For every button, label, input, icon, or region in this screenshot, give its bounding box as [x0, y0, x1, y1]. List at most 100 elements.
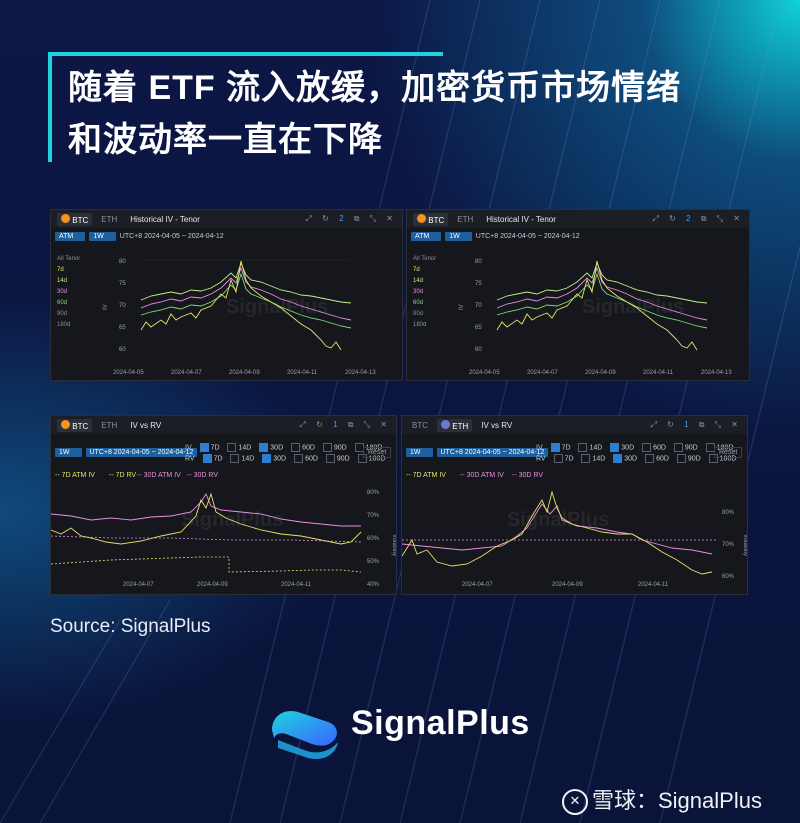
panel-controls: ATM 1W UTC+8 2024-04-05 ~ 2024-04-12: [51, 228, 402, 244]
checkbox-iv-30d[interactable]: [259, 443, 269, 452]
window-select[interactable]: 1W: [55, 447, 82, 457]
tenor-14d[interactable]: 14d: [57, 278, 68, 284]
date-range[interactable]: UTC+8 2024-04-05 ~ 2024-04-12: [436, 447, 549, 457]
x-tick: 2024-04-11: [281, 582, 312, 588]
xueqiu-logo-icon: ✕: [562, 789, 588, 816]
headline-line-2: 和波动率一直在下降: [68, 121, 383, 159]
checkbox-rv-90d[interactable]: [325, 454, 335, 463]
checkbox-rv-60d[interactable]: [645, 454, 655, 463]
x-tick: 2024-04-09: [552, 582, 583, 588]
y-axis-label: IV: [459, 304, 465, 310]
y-tick: 60%: [367, 536, 380, 542]
headline: 随着 ETF 流入放缓，加密货币市场情绪 和波动率一直在下降: [68, 62, 768, 166]
footer-watermark: ✕ 雪球：SignalPlus: [562, 783, 762, 816]
legend-7d-atm-iv[interactable]: -- 7D ATM IV: [406, 472, 446, 479]
tenor-7d[interactable]: 7d: [57, 267, 64, 273]
x-tick: 2024-04-11: [638, 582, 669, 588]
tenor-180d[interactable]: 180d: [413, 322, 427, 328]
tab-eth[interactable]: ETH: [101, 214, 118, 224]
checkbox-iv-60d[interactable]: [642, 443, 652, 452]
checkbox-rv-7d[interactable]: [202, 454, 212, 463]
series-7d: [140, 260, 342, 351]
tenor-60d[interactable]: 60d: [57, 300, 68, 306]
checkbox-iv-7d[interactable]: [550, 443, 560, 452]
legend-30d-rv[interactable]: -- 30D RV: [187, 472, 218, 479]
legend-30d-atm-iv[interactable]: -- 30D ATM IV: [137, 472, 181, 479]
checkbox-rv-180d[interactable]: [708, 454, 718, 463]
signalplus-logo-icon: [272, 710, 338, 760]
checkbox-rv-60d[interactable]: [294, 454, 304, 463]
tenor-30d[interactable]: 30d: [57, 289, 68, 295]
iv-vs-rv-panel-eth: BTC ETH IV vs RV ⤢ ↻ 1 ⧉ ⤡ ✕ 1W UTC+8 20…: [401, 415, 748, 595]
y-tick: 50%: [367, 559, 380, 565]
tab-eth[interactable]: ETH: [437, 418, 473, 432]
chart-watermark: SignalPlus: [226, 296, 328, 318]
tenor-14d[interactable]: 14d: [413, 278, 424, 284]
checkbox-rv-14d[interactable]: [581, 454, 591, 463]
date-range[interactable]: UTC+8 2024-04-05 ~ 2024-04-12: [85, 447, 198, 457]
mode-select[interactable]: ATM: [411, 231, 442, 241]
tenor-30d[interactable]: 30d: [413, 289, 424, 295]
checkbox-rv-30d[interactable]: [613, 454, 623, 463]
checkbox-iv-90d[interactable]: [322, 443, 332, 452]
x-tick: 2024-04-07: [462, 582, 493, 588]
panel-toolbar-icons[interactable]: ⤢ ↻ 2 ⧉ ⤡ ✕: [652, 214, 744, 223]
reset-button[interactable]: Reset: [363, 447, 392, 458]
x-tick: 2024-04-05: [469, 370, 500, 376]
y-tick: 80: [475, 259, 482, 265]
panel-toolbar-icons[interactable]: ⤢ ↻ 2 ⧉ ⤡ ✕: [305, 214, 397, 223]
tenor-90d[interactable]: 90d: [57, 311, 68, 317]
checkbox-iv-7d[interactable]: [199, 443, 209, 452]
headline-line-1: 随着 ETF 流入放缓，加密货币市场情绪: [68, 69, 682, 107]
tenor-legend-header: All Tenor: [57, 256, 81, 262]
checkbox-iv-14d[interactable]: [578, 443, 588, 452]
panel-title: Historical IV - Tenor: [130, 214, 200, 224]
checkbox-rv-14d[interactable]: [230, 454, 240, 463]
checkbox-rv-180d[interactable]: [357, 454, 367, 463]
panel-controls: 1W UTC+8 2024-04-05 ~ 2024-04-12: [402, 444, 747, 460]
tab-btc[interactable]: BTC: [413, 212, 449, 226]
window-select[interactable]: 1W: [89, 231, 116, 241]
tenor-7d[interactable]: 7d: [413, 267, 420, 273]
series-30d: [496, 266, 708, 321]
series-7d-atm-iv: [51, 492, 362, 545]
checkbox-rv-90d[interactable]: [676, 454, 686, 463]
legend-30d-atm-iv[interactable]: -- 30D ATM IV: [460, 472, 504, 479]
btc-coin-icon: [417, 213, 426, 223]
tab-eth[interactable]: ETH: [101, 420, 118, 430]
tab-btc[interactable]: BTC: [57, 418, 93, 432]
legend-30d-rv[interactable]: -- 30D RV: [512, 472, 543, 479]
panel-controls: ATM 1W UTC+8 2024-04-05 ~ 2024-04-12: [407, 228, 749, 244]
source-caption: Source: SignalPlus: [50, 616, 211, 637]
panel-toolbar-icons[interactable]: ⤢ ↻ 1 ⧉ ⤡ ✕: [299, 420, 391, 429]
tenor-90d[interactable]: 90d: [413, 311, 424, 317]
mode-select[interactable]: ATM: [55, 231, 86, 241]
window-select[interactable]: 1W: [406, 447, 433, 457]
panel-toolbar-icons[interactable]: ⤢ ↻ 1 ⧉ ⤡ ✕: [650, 420, 742, 429]
checkbox-iv-14d[interactable]: [227, 443, 237, 452]
legend-7d-rv[interactable]: -- 7D RV: [109, 472, 137, 479]
tab-btc[interactable]: BTC: [412, 420, 428, 430]
checkbox-iv-90d[interactable]: [673, 443, 683, 452]
y-tick: 65: [475, 325, 482, 331]
reset-button[interactable]: Reset: [714, 447, 743, 458]
date-range[interactable]: UTC+8 2024-04-05 ~ 2024-04-12: [475, 232, 580, 240]
tab-btc[interactable]: BTC: [57, 212, 93, 226]
series-7d-rv: [51, 556, 362, 573]
headline-frame: [48, 52, 443, 162]
date-range[interactable]: UTC+8 2024-04-05 ~ 2024-04-12: [119, 232, 224, 240]
tenor-60d[interactable]: 60d: [413, 300, 424, 306]
checkbox-iv-60d[interactable]: [291, 443, 301, 452]
x-tick: 2024-04-05: [113, 370, 144, 376]
checkbox-rv-30d[interactable]: [262, 454, 272, 463]
tab-eth[interactable]: ETH: [457, 214, 474, 224]
window-select[interactable]: 1W: [445, 231, 472, 241]
x-tick: 2024-04-09: [197, 582, 228, 588]
checkbox-iv-30d[interactable]: [610, 443, 620, 452]
legend-7d-atm-iv[interactable]: -- 7D ATM IV: [55, 472, 95, 479]
checkbox-rv-7d[interactable]: [553, 454, 563, 463]
series-60d: [496, 272, 708, 329]
tenor-180d[interactable]: 180d: [57, 322, 71, 328]
historical-iv-panel-2: BTC ETH Historical IV - Tenor ⤢ ↻ 2 ⧉ ⤡ …: [406, 209, 750, 381]
tenor-legend-header: All Tenor: [413, 256, 437, 262]
